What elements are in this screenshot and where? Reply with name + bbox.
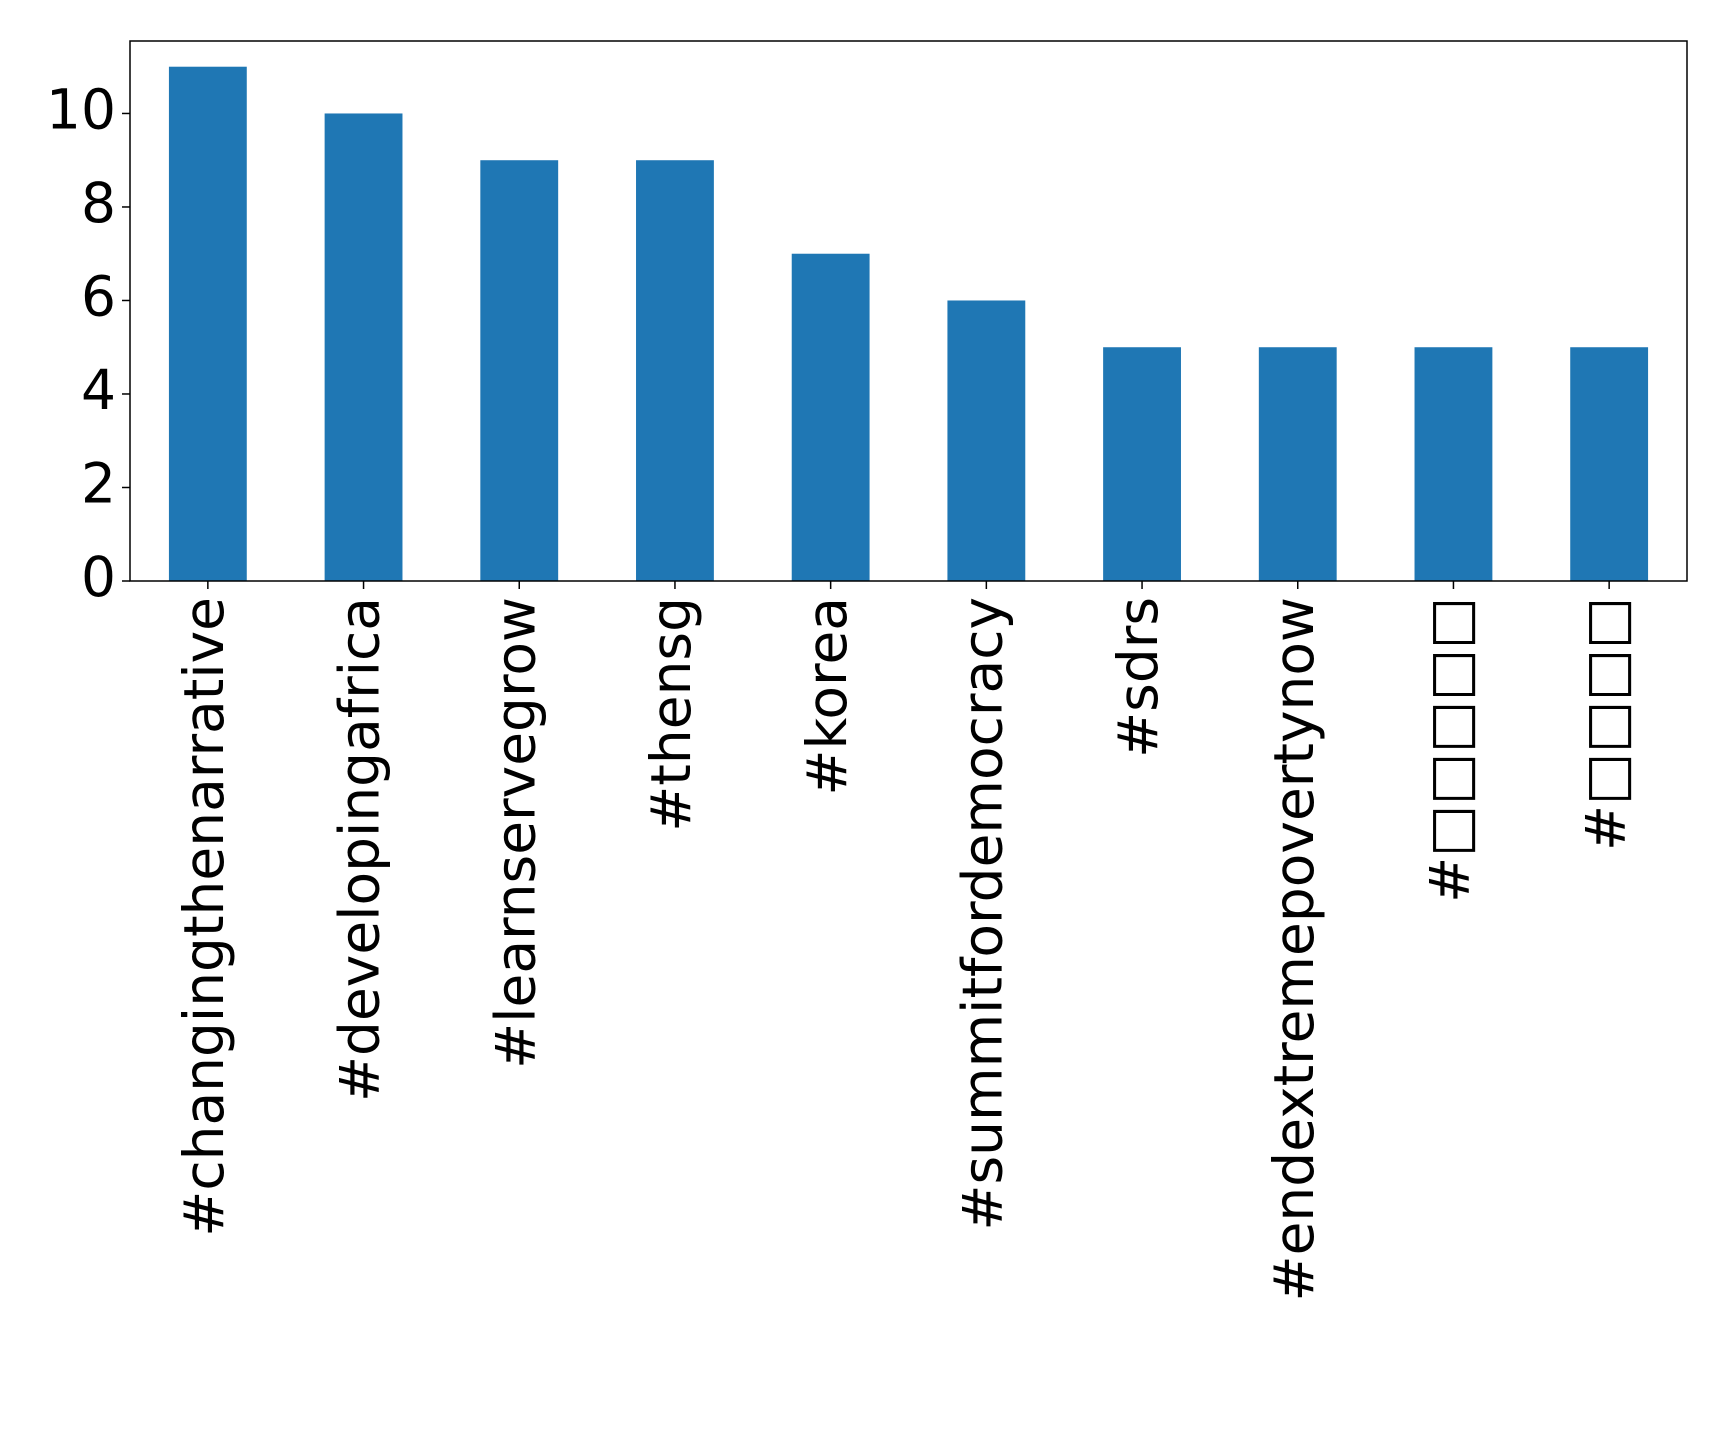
x-tick-label: #learnservegrow bbox=[483, 597, 547, 1069]
bar bbox=[1570, 347, 1649, 581]
bar bbox=[480, 160, 559, 582]
bar bbox=[168, 66, 247, 581]
x-tick-label: #endextremepovertynow bbox=[1262, 597, 1326, 1302]
x-tick-label: #thensg bbox=[639, 597, 703, 832]
x-tick-label: #summitfordemocracy bbox=[950, 597, 1014, 1231]
plot-frame bbox=[129, 40, 1688, 582]
y-tick-label: 4 bbox=[81, 358, 116, 422]
x-tick-label: #□□□□ bbox=[1573, 597, 1637, 851]
y-tick-label: 6 bbox=[81, 265, 116, 329]
bar bbox=[1414, 347, 1493, 581]
x-tick-label: #korea bbox=[795, 597, 859, 796]
x-tick-label: #□□□□□ bbox=[1418, 597, 1482, 903]
bar bbox=[791, 253, 870, 581]
y-tick-label: 10 bbox=[46, 78, 116, 142]
bar bbox=[324, 113, 403, 581]
x-tick-label: #developingafrica bbox=[328, 597, 392, 1102]
bar bbox=[947, 300, 1026, 581]
bar bbox=[1103, 347, 1181, 581]
y-tick-label: 8 bbox=[81, 171, 116, 235]
bar bbox=[1258, 347, 1337, 581]
y-tick-label: 2 bbox=[81, 452, 116, 516]
x-tick-label: #changingthenarrative bbox=[172, 597, 236, 1237]
x-tick-label: #sdrs bbox=[1106, 597, 1170, 758]
bar bbox=[636, 160, 714, 582]
y-tick-label: 0 bbox=[81, 545, 116, 609]
